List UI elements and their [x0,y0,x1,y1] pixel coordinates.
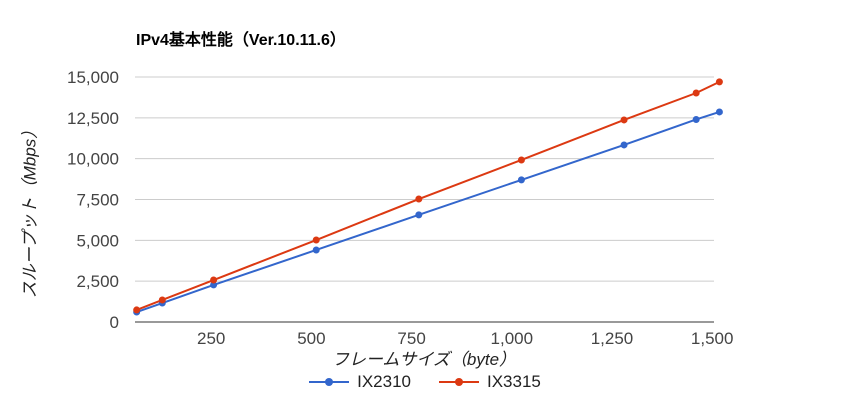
series-ix3315 [133,78,723,314]
x-tick-label: 1,250 [591,329,634,348]
legend-label: IX2310 [357,372,411,391]
legend-item-ix3315[interactable]: IX3315 [439,372,541,392]
x-tick-label: 250 [197,329,225,348]
series-lines [133,78,723,316]
y-tick-label: 5,000 [76,231,119,250]
x-tick-label: 500 [297,329,325,348]
data-point[interactable] [692,89,700,97]
x-tick-label: 750 [397,329,425,348]
legend-line-marker-icon [309,378,350,386]
x-axis-label: フレームサイズ（byte） [331,350,517,369]
y-axis-ticks: 0 2,500 5,000 7,500 10,000 12,500 15,000 [67,68,119,332]
legend: IX2310 IX3315 [0,372,850,392]
legend-line-marker-icon [439,378,479,386]
legend-item-ix2310[interactable]: IX2310 [309,372,411,392]
data-point[interactable] [517,176,525,184]
data-point[interactable] [133,306,141,314]
data-point[interactable] [620,116,628,124]
y-tick-label: 10,000 [67,150,119,169]
y-tick-label: 15,000 [67,68,119,87]
data-point[interactable] [517,156,525,164]
y-tick-label: 7,500 [76,191,119,210]
y-tick-label: 2,500 [76,272,119,291]
series-ix2310 [133,108,723,316]
data-point[interactable] [210,281,218,289]
data-point[interactable] [312,246,320,254]
x-tick-label: 1,000 [491,329,534,348]
gridlines [135,76,714,323]
data-point[interactable] [715,78,723,86]
data-point[interactable] [715,108,723,116]
data-point[interactable] [158,296,166,304]
legend-label: IX3315 [487,372,541,391]
data-point[interactable] [415,195,423,203]
data-point[interactable] [312,236,320,244]
x-axis-ticks: 250 500 750 1,000 1,250 1,500 [197,329,733,348]
chart-title: IPv4基本性能（Ver.10.11.6） [136,32,346,49]
data-point[interactable] [415,211,423,219]
data-point[interactable] [692,115,700,123]
x-tick-label: 1,500 [691,329,734,348]
y-tick-label: 12,500 [67,109,119,128]
data-point[interactable] [620,141,628,149]
y-tick-label: 0 [110,313,119,332]
data-point[interactable] [210,276,218,284]
